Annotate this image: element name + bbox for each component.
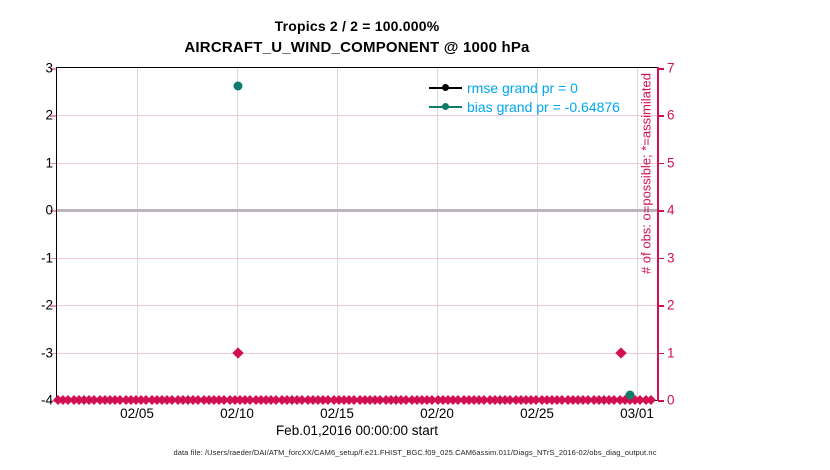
chart-title-block: Tropics 2 / 2 = 100.000% AIRCRAFT_U_WIND… [57, 18, 657, 56]
x-tick-label: 03/01 [620, 406, 654, 421]
x-tick-label: 02/25 [520, 406, 554, 421]
y-tick-label-right: 0 [667, 392, 675, 408]
bias-marker-sample [442, 103, 449, 110]
y-gridline [57, 162, 657, 164]
y-tick-right [658, 210, 664, 212]
y-tick-label-right: 1 [667, 345, 675, 361]
legend-row-bias: bias grand pr = -0.64876 [429, 97, 620, 116]
y-axis-label-right-text: # of obs: o=possible; *=assimilated [638, 73, 654, 274]
obs-count-marker [615, 346, 627, 359]
y-tick-label-left: 3 [45, 60, 53, 76]
y-tick-right [658, 400, 664, 402]
bias-line-sample [429, 103, 462, 110]
y-tick-left [50, 210, 56, 212]
y-tick-left [50, 115, 56, 117]
y-tick-label-left: -3 [40, 345, 53, 361]
y-tick-left [50, 257, 56, 260]
rmse-marker-sample [442, 84, 449, 91]
y-tick-right [658, 68, 664, 70]
y-gridline [57, 257, 657, 259]
zero-reference-line [57, 208, 657, 212]
y-tick-label-right: 7 [667, 60, 675, 76]
y-tick-right [658, 352, 664, 355]
chart-title: Tropics 2 / 2 = 100.000% [274, 18, 440, 34]
y-tick-label-right: 3 [667, 250, 675, 266]
y-gridline [57, 115, 657, 117]
data-file-caption: data file: /Users/raeder/DAI/ATM_forcXX/… [173, 448, 657, 457]
legend-label-rmse: rmse grand pr = 0 [467, 79, 578, 96]
x-axis-label: Feb.01,2016 00:00:00 start [275, 423, 439, 438]
y-tick-label-right: 6 [667, 107, 675, 123]
legend-label-bias: bias grand pr = -0.64876 [467, 98, 620, 115]
y-tick-left [50, 162, 56, 165]
y-tick-label-left: 0 [45, 202, 53, 218]
x-tick-label: 02/20 [420, 406, 454, 421]
x-tick-label: 02/05 [120, 406, 154, 421]
y-tick-label-left: 2 [45, 107, 53, 123]
y-gridline [57, 352, 657, 354]
legend-row-rmse: rmse grand pr = 0 [429, 78, 620, 97]
bias-point [625, 390, 635, 400]
y-tick-right [658, 115, 664, 117]
y-tick-label-left: 1 [45, 155, 53, 171]
y-tick-left [50, 400, 56, 402]
axis-spine-left [56, 68, 57, 401]
x-gridline [237, 68, 238, 400]
x-gridline [137, 68, 138, 400]
chart-subtitle: AIRCRAFT_U_WIND_COMPONENT @ 1000 hPa [184, 39, 530, 56]
y-tick-left [50, 68, 56, 70]
y-tick-right [658, 305, 664, 307]
legend: rmse grand pr = 0 bias grand pr = -0.648… [429, 78, 620, 116]
y-tick-label-left: -4 [40, 392, 53, 408]
x-gridline [637, 68, 638, 400]
y-tick-left [50, 352, 56, 355]
obs-count-marker [232, 346, 244, 359]
y-tick-right [658, 162, 664, 165]
x-tick-label: 02/10 [220, 406, 254, 421]
y-tick-label-left: -1 [40, 250, 53, 266]
x-gridline [537, 68, 538, 400]
bias-point [233, 81, 243, 91]
y-tick-label-left: -2 [40, 297, 53, 313]
x-tick-label: 02/15 [320, 406, 354, 421]
rmse-line-sample [429, 84, 462, 91]
y-gridline [57, 305, 657, 307]
x-gridline [437, 68, 438, 400]
plot-area: 02/05 02/10 02/15 02/20 02/25 03/01 3 2 1 0 -1 -2 -3… [41, 61, 675, 422]
y-tick-right [658, 257, 664, 260]
y-tick-left [50, 305, 56, 307]
y-tick-label-right: 4 [667, 202, 675, 218]
y-tick-label-right: 5 [667, 155, 675, 171]
axis-spine-top [56, 67, 658, 68]
y-tick-label-right: 2 [667, 297, 675, 313]
x-gridline [337, 68, 338, 400]
axis-spine-right [657, 67, 659, 401]
